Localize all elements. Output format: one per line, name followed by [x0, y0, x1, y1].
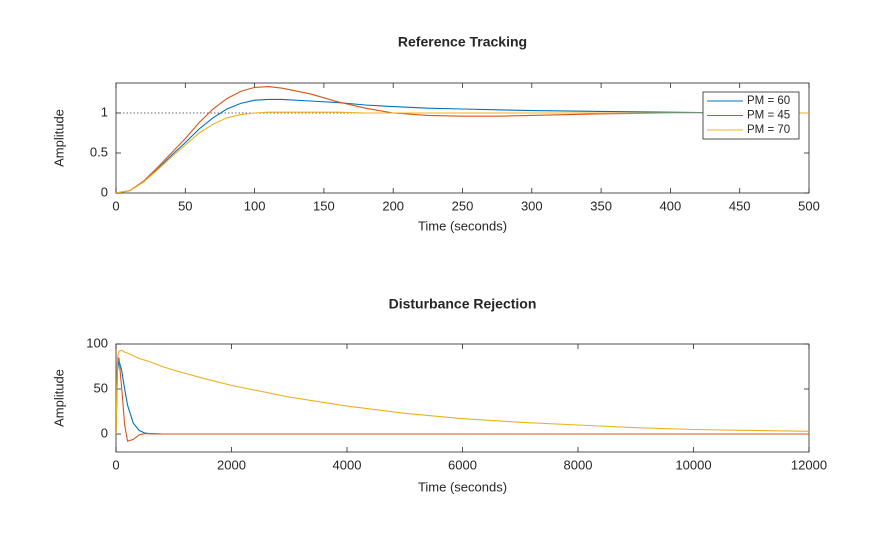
x-tick-label: 0	[112, 457, 119, 472]
y-tick-label: 0.5	[90, 144, 108, 159]
series-line	[116, 86, 809, 193]
y-tick-label: 0	[101, 184, 108, 199]
x-axis-label: Time (seconds)	[418, 479, 507, 494]
legend-label: PM = 60	[747, 95, 790, 107]
x-tick-label: 10000	[675, 457, 711, 472]
axes	[115, 82, 810, 194]
x-tick-label: 200	[382, 198, 404, 213]
legend-label: PM = 70	[747, 124, 790, 136]
x-tick-label: 350	[590, 198, 612, 213]
x-tick-label: 6000	[448, 457, 477, 472]
series-line	[116, 357, 809, 442]
axes	[115, 343, 810, 453]
series-line	[116, 349, 809, 435]
x-tick-label: 250	[452, 198, 474, 213]
x-tick-label: 12000	[791, 457, 827, 472]
y-axis-label: Amplitude	[51, 109, 66, 167]
x-tick-label: 4000	[333, 457, 362, 472]
x-tick-label: 0	[112, 198, 119, 213]
legend-label: PM = 45	[747, 110, 790, 122]
y-tick-label: 100	[86, 335, 108, 350]
x-tick-label: 50	[178, 198, 192, 213]
y-tick-label: 50	[94, 380, 108, 395]
x-tick-label: 100	[244, 198, 266, 213]
x-tick-label: 500	[798, 198, 820, 213]
y-tick-label: 1	[101, 104, 108, 119]
x-axis-label: Time (seconds)	[418, 218, 507, 233]
x-tick-label: 300	[521, 198, 543, 213]
x-tick-label: 2000	[217, 457, 246, 472]
x-tick-label: 450	[729, 198, 751, 213]
x-tick-label: 400	[660, 198, 682, 213]
chart-title: Reference Tracking	[398, 34, 527, 50]
x-tick-label: 150	[313, 198, 335, 213]
series-line	[116, 111, 809, 193]
series-line	[116, 98, 809, 193]
y-axis-label: Amplitude	[51, 369, 66, 427]
chart-title: Disturbance Rejection	[389, 296, 537, 312]
x-tick-label: 8000	[564, 457, 593, 472]
y-tick-label: 0	[101, 425, 108, 440]
